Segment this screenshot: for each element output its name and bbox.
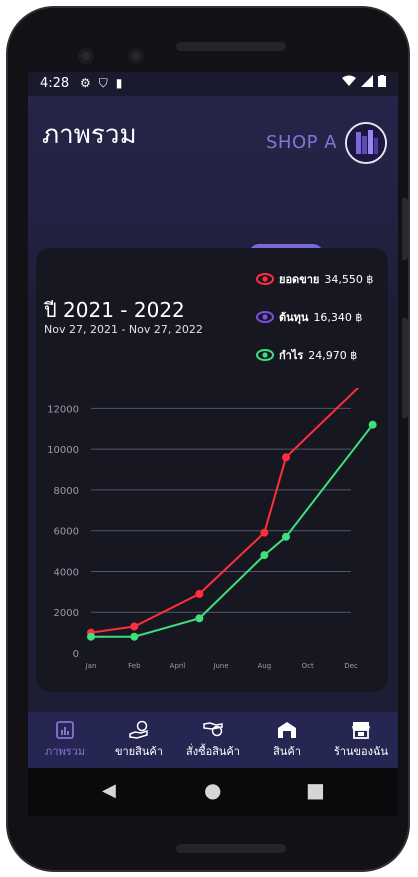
legend-value: 24,970 ฿ [308,348,358,362]
order-hand-icon [203,722,223,737]
power-button [402,198,408,260]
data-point[interactable] [195,614,204,623]
eye-icon [256,273,274,285]
y-tick-label: 6000 [54,527,79,538]
status-time: 4:28 [40,76,70,91]
battery-icon [378,75,386,87]
legend-value: 34,550 ฿ [324,272,374,286]
shop-logo-icon [347,124,385,162]
front-camera [78,48,94,64]
bottom-speaker [176,844,286,853]
warehouse-icon [278,722,296,738]
nav-overview[interactable]: ภาพรวม [28,712,102,768]
y-tick-label: 0 [73,649,79,660]
avatar[interactable] [345,122,387,164]
app-screen: 4:28 ⚙ ⛉ ▮ ภาพรวม SHOP A วันนี้ สัปด [28,72,398,816]
data-point[interactable] [260,551,269,560]
y-tick-label: 12000 [47,404,79,415]
eye-icon [256,311,274,323]
data-point[interactable] [87,632,95,641]
y-tick-label: 2000 [54,608,79,619]
data-point[interactable] [282,453,290,462]
x-tick-label: Aug [257,662,271,670]
sales-line-chart: 0 2000 4000 6000 8000 10000 12000 Jan Feb April Ju… [47,388,377,670]
nav-label: สั่งซื้อสินค้า [186,745,240,758]
x-tick-label: Feb [128,662,141,670]
legend-sales[interactable]: ยอดขาย 34,550 ฿ [256,270,373,288]
date-range: Nov 27, 2021 - Nov 27, 2022 [44,323,203,336]
nav-my-store[interactable]: ร้านของฉัน [324,712,398,768]
x-tick-label: Jan [85,662,97,670]
sell-hand-icon [129,720,148,739]
legend-label: ยอดขาย [279,273,320,286]
legend-profit[interactable]: กำไร 24,970 ฿ [256,346,357,364]
nav-label: ร้านของฉัน [333,745,389,758]
gear-icon: ⚙ [80,76,91,90]
year-range-title: ปี 2021 - 2022 [44,298,185,322]
wifi-icon [342,75,356,86]
signal-icon [361,75,373,87]
y-tick-label: 4000 [54,567,79,578]
status-bar: 4:28 ⚙ ⛉ ▮ [28,72,398,96]
data-point[interactable] [260,528,269,537]
x-tick-label: June [212,662,228,670]
nav-order[interactable]: สั่งซื้อสินค้า [176,712,250,768]
summary-card: ปี 2021 - 2022 Nov 27, 2021 - Nov 27, 20… [36,248,388,692]
y-tick-label: 8000 [54,486,79,497]
x-tick-label: April [170,662,186,670]
legend-cost[interactable]: ต้นทุน 16,340 ฿ [256,308,362,326]
front-sensor [128,48,144,64]
y-tick-label: 10000 [47,445,79,456]
data-point[interactable] [368,420,377,429]
sd-card-icon: ▮ [115,76,123,90]
legend-label: ต้นทุน [279,311,309,324]
earpiece [176,42,286,51]
back-icon[interactable]: ◀ [102,780,116,801]
chart-icon [56,721,74,739]
page-title: ภาพรวม [42,120,137,150]
nav-products[interactable]: สินค้า [250,712,324,768]
legend-value: 16,340 ฿ [313,310,363,324]
volume-button [402,318,408,418]
x-tick-label: Dec [344,662,358,670]
data-point[interactable] [130,622,139,631]
x-tick-label: Oct [302,662,314,670]
eye-icon [256,349,274,361]
shop-name: SHOP A [266,132,338,153]
series-line-1 [91,424,374,638]
nav-label: ภาพรวม [44,745,85,758]
nav-label: สินค้า [273,745,301,758]
system-nav-bar: ◀ ● ■ [28,768,398,816]
legend-label: กำไร [279,349,304,362]
store-icon [352,722,370,739]
nav-label: ขายสินค้า [115,745,163,758]
home-icon[interactable]: ● [204,778,222,802]
data-point[interactable] [130,632,139,641]
data-point[interactable] [282,532,290,541]
recents-icon[interactable]: ■ [306,778,325,802]
shield-icon: ⛉ [98,76,108,90]
bottom-nav: ภาพรวม ขายสินค้า สั่งซื้อสินค้า สินค้า ร… [28,712,398,768]
series-line-0 [90,388,360,634]
data-point[interactable] [195,589,204,598]
nav-sell[interactable]: ขายสินค้า [102,712,176,768]
